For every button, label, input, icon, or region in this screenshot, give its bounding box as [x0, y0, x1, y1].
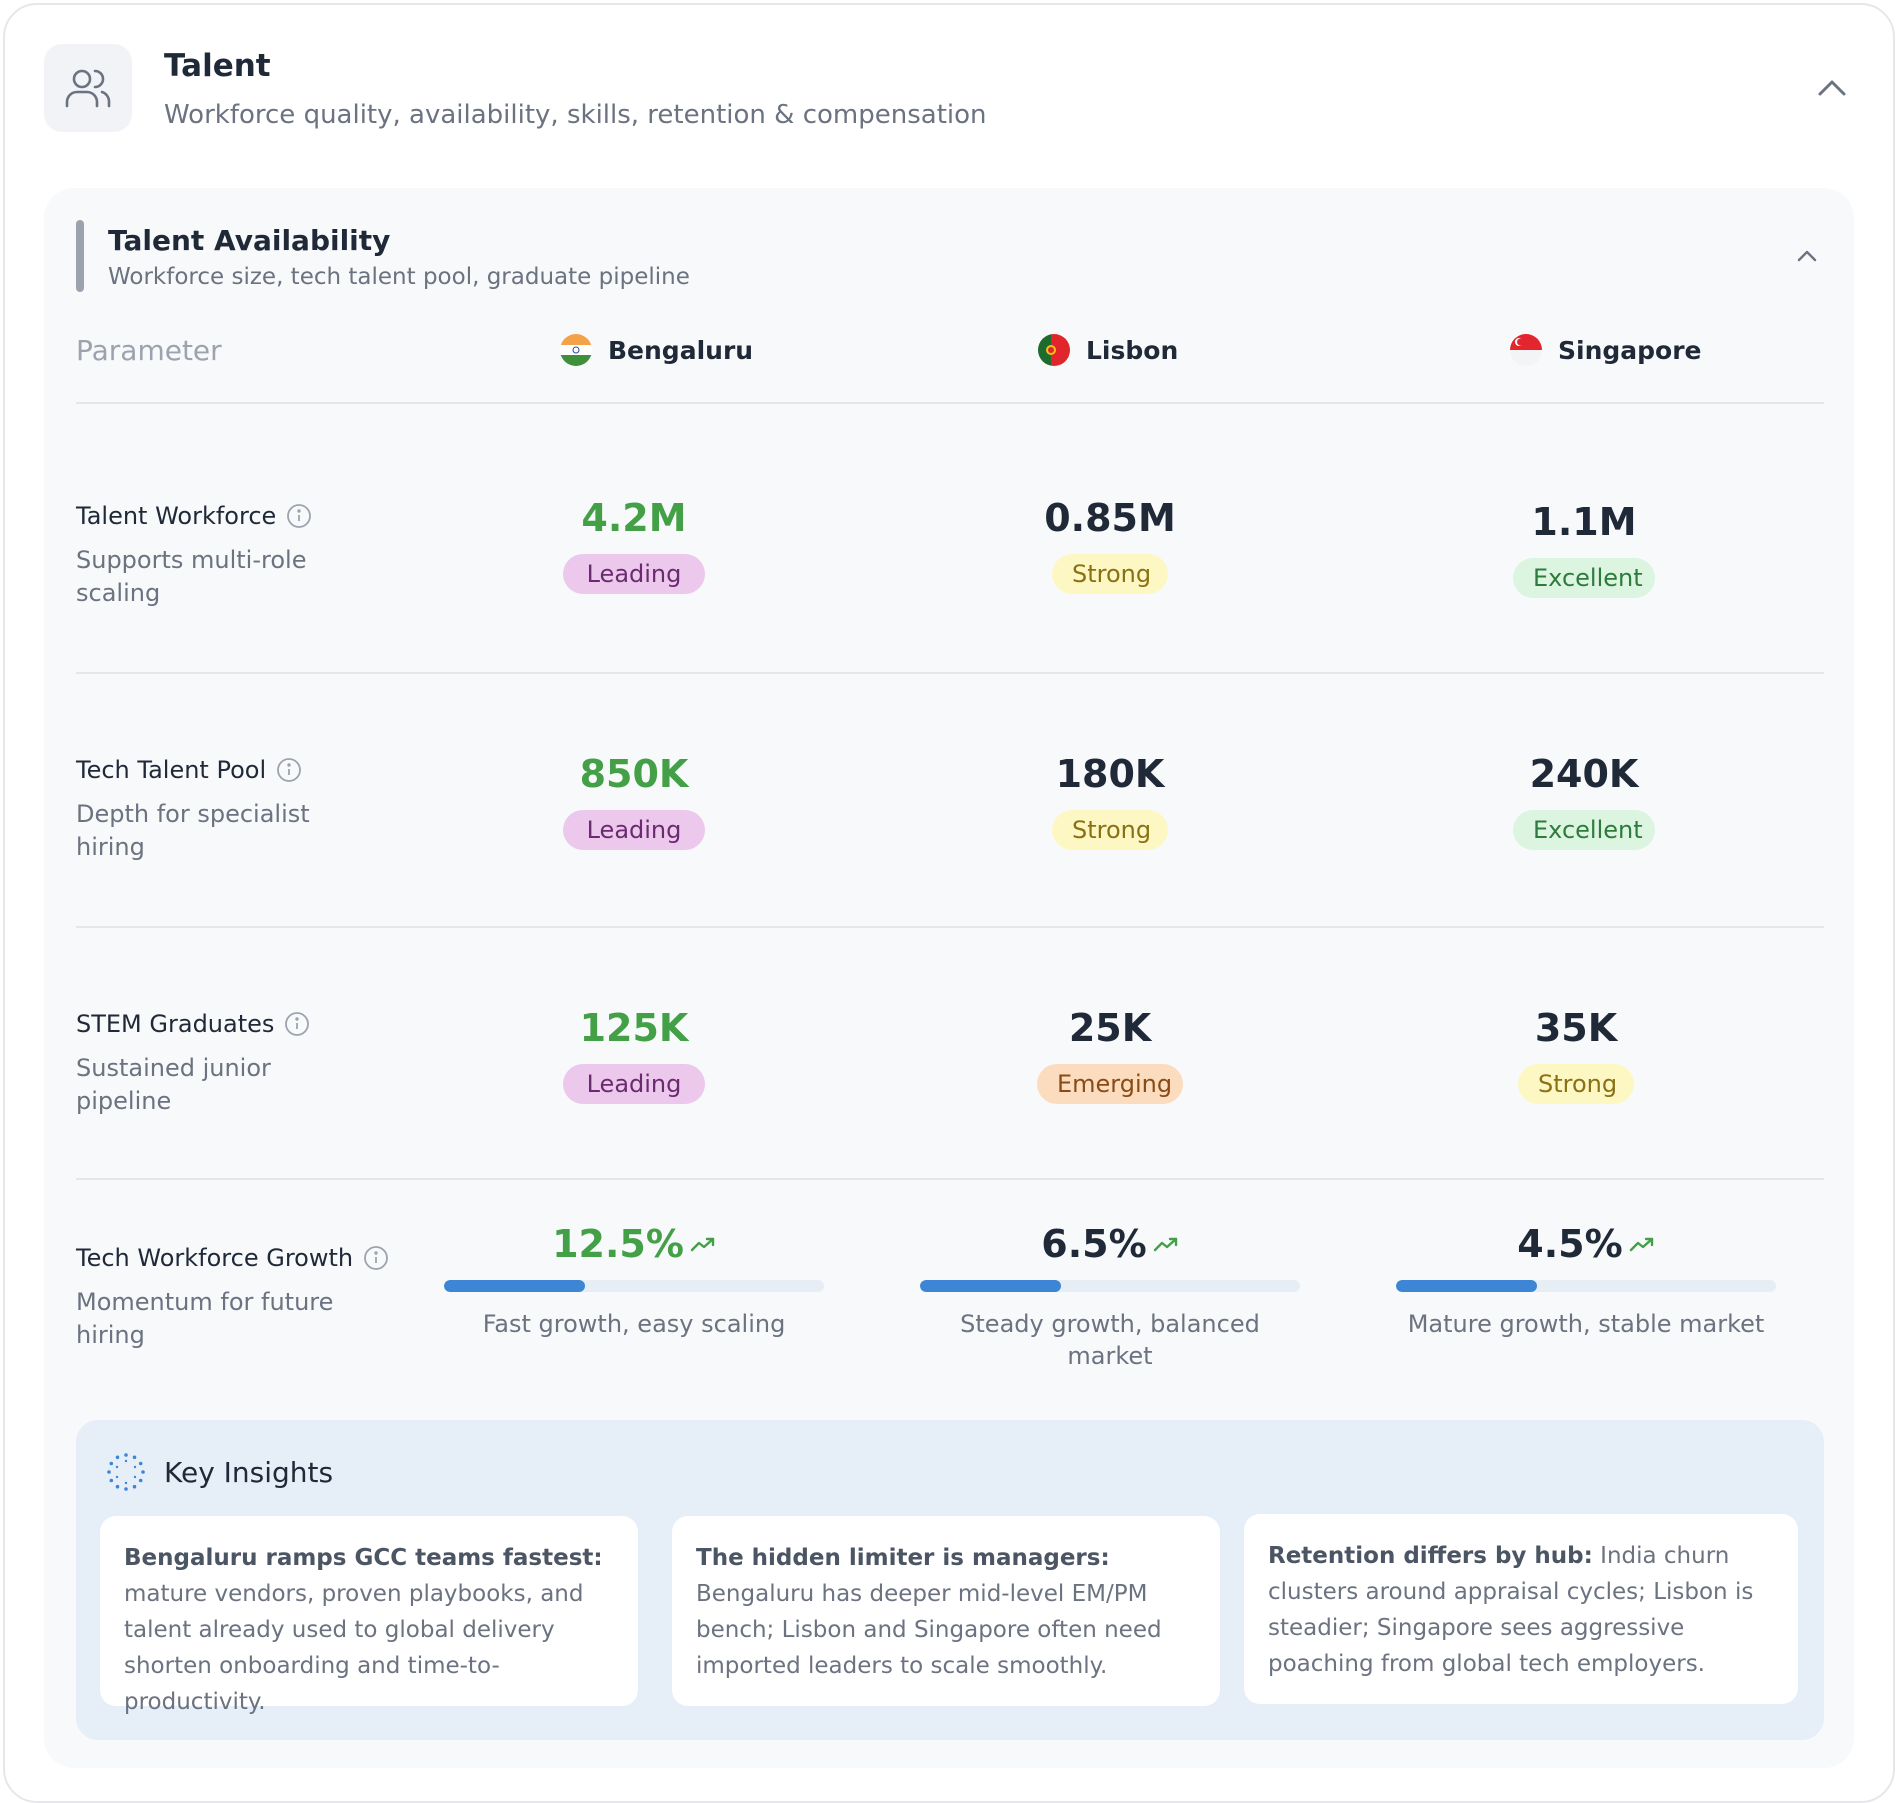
growth-progress-track: [1396, 1280, 1776, 1292]
divider: [76, 672, 1824, 674]
cell-bengaluru: 4.2M Leading: [424, 496, 844, 594]
info-icon[interactable]: [284, 1011, 310, 1037]
growth-cell-singapore: 4.5% Mature growth, stable market: [1396, 1222, 1776, 1340]
growth-progress-track: [920, 1280, 1300, 1292]
metric-value: 0.85M: [1044, 496, 1176, 540]
rating-badge: Leading: [563, 1064, 705, 1104]
row-description: Supports multi-role scaling: [76, 546, 307, 607]
rating-badge: Excellent: [1513, 810, 1655, 850]
city-name: Bengaluru: [608, 335, 754, 365]
city-name: Lisbon: [1086, 335, 1179, 365]
metric-value: 850K: [579, 752, 689, 796]
row-label-text: Tech Talent Pool: [76, 756, 267, 784]
rating-badge: Strong: [1052, 810, 1168, 850]
cell-lisbon: 25K Emerging: [900, 1006, 1320, 1104]
growth-note: Mature growth, stable market: [1407, 1310, 1765, 1338]
insight-card: Bengaluru ramps GCC teams fastest: matur…: [100, 1516, 638, 1715]
info-icon[interactable]: [286, 503, 312, 529]
subsection-title: Talent Availability: [108, 224, 391, 257]
trend-up-icon: [690, 1237, 715, 1252]
insight-text: mature vendors, proven playbooks, and ta…: [124, 1581, 584, 1715]
trend-up-icon: [1153, 1237, 1177, 1252]
users-icon: [44, 44, 132, 132]
cell-lisbon: 0.85M Strong: [900, 496, 1320, 594]
insight-text: India churn clusters around appraisal cy…: [1268, 1543, 1754, 1677]
india-flag-icon: [560, 334, 592, 366]
insight-lead: The hidden limiter is managers:: [696, 1545, 1110, 1571]
growth-value: 4.5%: [1517, 1222, 1623, 1266]
cell-singapore: 240K Excellent: [1374, 752, 1794, 850]
metric-value: 180K: [1055, 752, 1165, 796]
growth-note: Fast growth, easy scaling: [482, 1310, 786, 1338]
rating-badge: Strong: [1518, 1064, 1634, 1104]
cell-bengaluru: 850K Leading: [424, 752, 844, 850]
portugal-flag-icon: [1038, 334, 1070, 366]
sparkle-ring-icon: [106, 1452, 146, 1492]
row-description: Depth for specialist hiring: [76, 800, 310, 861]
metric-value: 1.1M: [1531, 500, 1637, 544]
growth-value: 12.5%: [552, 1222, 684, 1266]
growth-progress-track: [444, 1280, 824, 1292]
insight-lead: Bengaluru ramps GCC teams fastest:: [124, 1545, 603, 1571]
singapore-flag-icon: [1510, 334, 1542, 366]
growth-cell-lisbon: 6.5% Steady growth, balanced market: [920, 1222, 1300, 1372]
cell-singapore: 1.1M Excellent: [1374, 500, 1794, 598]
metric-value: 240K: [1529, 752, 1639, 796]
parameter-header: Parameter: [76, 334, 222, 367]
row-description: Momentum for future hiring: [76, 1288, 334, 1349]
row-label-talent-workforce: Talent Workforce: [76, 502, 312, 530]
insight-card: The hidden limiter is managers: Bengalur…: [672, 1516, 1220, 1706]
divider: [76, 402, 1824, 404]
rating-badge: Leading: [563, 810, 705, 850]
subsection-subtitle: Workforce size, tech talent pool, gradua…: [108, 264, 690, 290]
cell-bengaluru: 125K Leading: [424, 1006, 844, 1104]
row-label-text: STEM Graduates: [76, 1010, 275, 1038]
city-name: Singapore: [1558, 335, 1702, 365]
info-icon[interactable]: [363, 1245, 389, 1271]
growth-value: 6.5%: [1041, 1222, 1147, 1266]
city-header-lisbon: Lisbon: [1038, 334, 1178, 366]
metric-value: 35K: [1534, 1006, 1618, 1050]
growth-note: Steady growth, balanced market: [960, 1310, 1260, 1370]
row-label-text: Tech Workforce Growth: [76, 1244, 354, 1272]
divider: [76, 926, 1824, 928]
key-insights-title: Key Insights: [164, 1456, 334, 1489]
city-header-bengaluru: Bengaluru: [560, 334, 753, 366]
section-subtitle: Workforce quality, availability, skills,…: [164, 100, 987, 130]
insight-text: Bengaluru has deeper mid-level EM/PM ben…: [696, 1581, 1162, 1679]
row-label-text: Talent Workforce: [76, 502, 277, 530]
rating-badge: Leading: [563, 554, 705, 594]
divider: [76, 1178, 1824, 1180]
cell-lisbon: 180K Strong: [900, 752, 1320, 850]
metric-value: 25K: [1068, 1006, 1152, 1050]
row-label-stem-graduates: STEM Graduates: [76, 1010, 310, 1038]
growth-cell-bengaluru: 12.5% Fast growth, easy scaling: [444, 1222, 824, 1340]
section-accent-bar: [76, 220, 84, 292]
metric-value: 4.2M: [581, 496, 687, 540]
metric-value: 125K: [579, 1006, 689, 1050]
rating-badge: Emerging: [1037, 1064, 1183, 1104]
row-description: Sustained junior pipeline: [76, 1054, 271, 1115]
info-icon[interactable]: [276, 757, 302, 783]
collapse-chevron-up-icon[interactable]: [1812, 72, 1852, 102]
growth-progress-fill: [920, 1280, 1061, 1292]
growth-progress-fill: [444, 1280, 585, 1292]
trend-up-icon: [1629, 1237, 1653, 1252]
row-label-tech-talent-pool: Tech Talent Pool: [76, 756, 302, 784]
growth-progress-fill: [1396, 1280, 1537, 1292]
section-title: Talent: [164, 48, 271, 84]
city-header-singapore: Singapore: [1510, 334, 1702, 366]
insight-card: Retention differs by hub: India churn cl…: [1244, 1514, 1798, 1704]
rating-badge: Strong: [1052, 554, 1168, 594]
subsection-chevron-up-icon[interactable]: [1794, 246, 1820, 266]
insight-lead: Retention differs by hub:: [1268, 1543, 1593, 1569]
cell-singapore: 35K Strong: [1366, 1006, 1786, 1104]
row-label-tech-workforce-growth: Tech Workforce Growth: [76, 1244, 389, 1272]
rating-badge: Excellent: [1513, 558, 1655, 598]
